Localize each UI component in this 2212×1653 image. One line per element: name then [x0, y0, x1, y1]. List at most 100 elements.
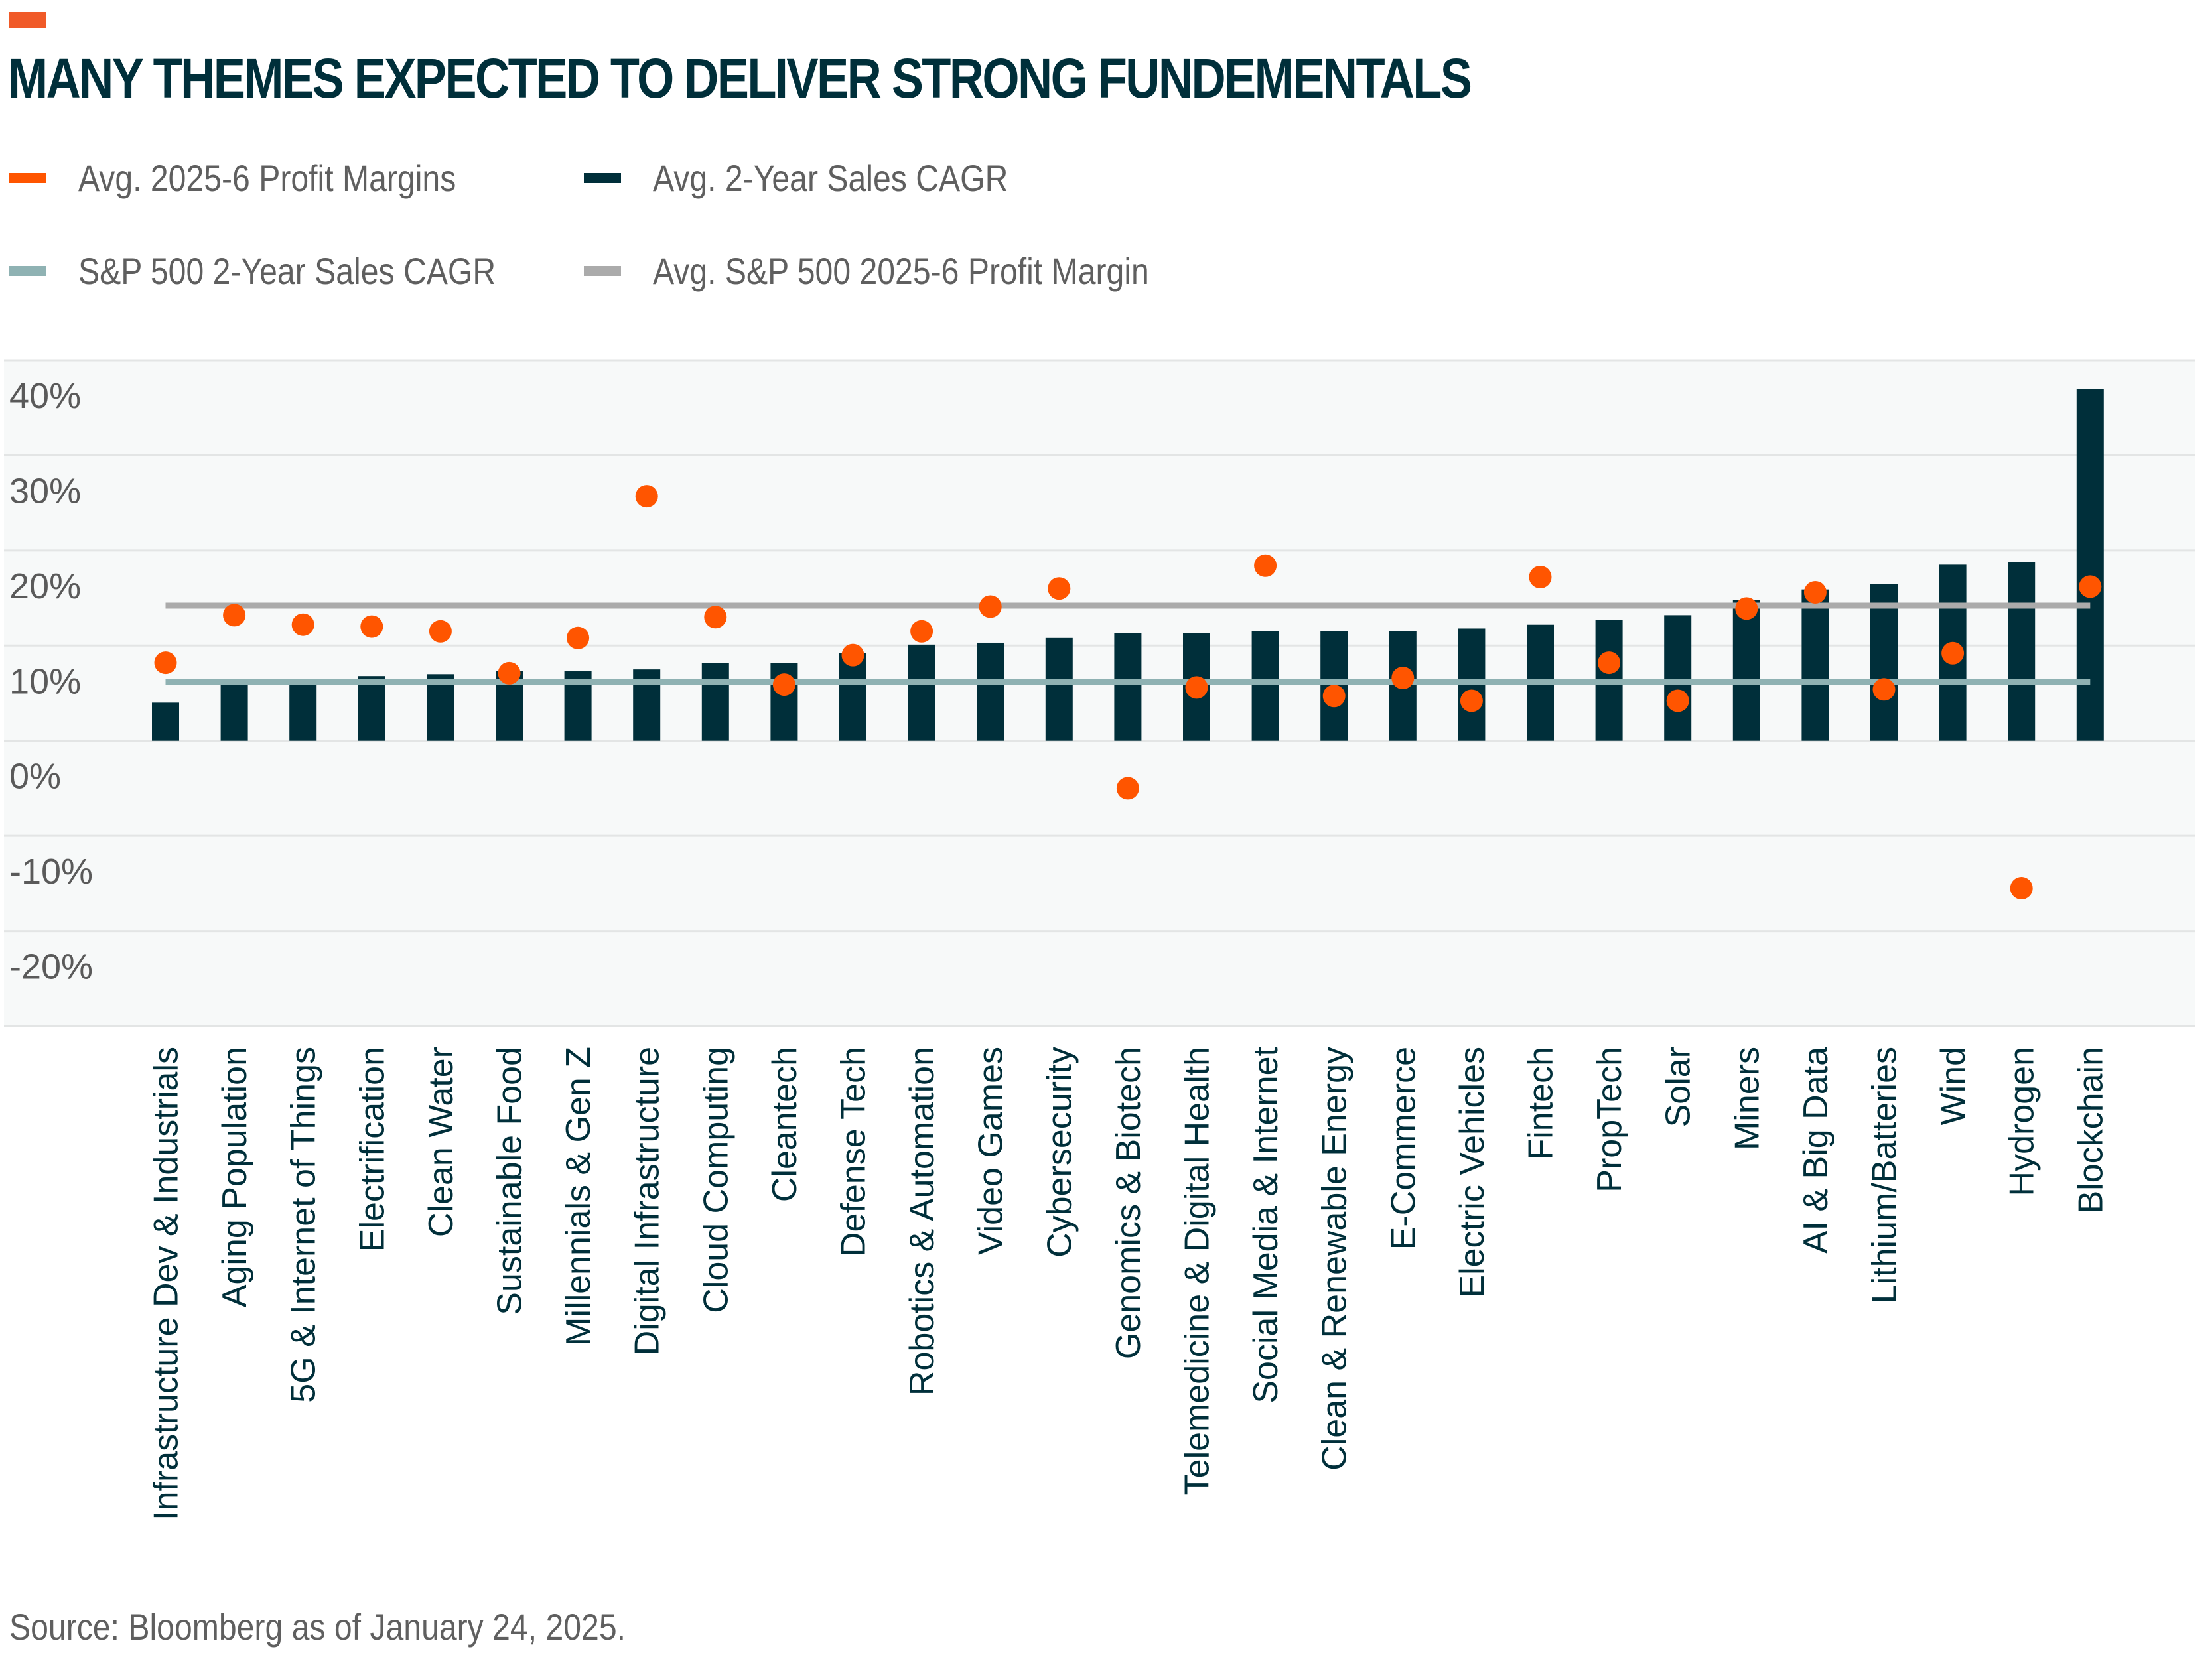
- sales-cagr-bar: [1045, 637, 1073, 741]
- sales-cagr-bar: [1870, 584, 1898, 741]
- sales-cagr-bar: [358, 676, 385, 741]
- profit-margin-dot: [2079, 575, 2102, 598]
- y-tick-label: -10%: [9, 852, 93, 892]
- profit-margin-dot: [1529, 566, 1552, 589]
- category-label: Robotics & Automation: [903, 1047, 941, 1396]
- legend-swatch-sp500-profit-margin: [584, 266, 621, 276]
- category-label: E-Commerce: [1384, 1047, 1422, 1250]
- category-label: Fintech: [1522, 1047, 1560, 1160]
- category-label: Cleantech: [766, 1047, 804, 1202]
- sales-cagr-bar: [2008, 562, 2036, 741]
- profit-margin-dot: [2010, 877, 2033, 900]
- profit-margin-dot: [1460, 689, 1483, 712]
- profit-margin-dot: [704, 606, 727, 629]
- profit-margin-dot: [223, 604, 246, 627]
- legend-swatch-sp500-sales-cagr: [9, 266, 46, 276]
- legend-swatch-sales-cagr: [584, 173, 621, 183]
- profit-margin-dot: [1666, 689, 1689, 712]
- profit-margin-dot: [498, 661, 521, 685]
- category-label: Miners: [1728, 1047, 1766, 1150]
- sales-cagr-bar: [1251, 631, 1279, 741]
- chart-title: MANY THEMES EXPECTED TO DELIVER STRONG F…: [8, 47, 1472, 109]
- plot-background: [4, 360, 2195, 1026]
- profit-margin-dot: [1185, 676, 1208, 699]
- y-tick-label: -20%: [9, 947, 93, 987]
- sales-cagr-bar: [1732, 600, 1760, 741]
- category-label: Video Games: [972, 1047, 1010, 1255]
- sales-cagr-bar: [1801, 589, 1829, 741]
- category-label: Digital Infrastructure: [628, 1047, 667, 1355]
- sales-cagr-bar: [839, 653, 866, 741]
- category-label: Infrastructure Dev & Industrials: [147, 1047, 186, 1520]
- sales-cagr-bar: [977, 642, 1004, 741]
- category-label: AI & Big Data: [1797, 1047, 1835, 1254]
- profit-margin-dot: [910, 620, 933, 643]
- profit-margin-dot: [1116, 777, 1139, 800]
- profit-margin-dot: [360, 615, 383, 638]
- profit-margin-dot: [1254, 554, 1277, 577]
- category-label: Electrification: [353, 1047, 391, 1252]
- profit-margin-dot: [635, 485, 658, 508]
- category-label: Wind: [1934, 1047, 1972, 1125]
- legend-item-sales-cagr: Avg. 2-Year Sales CAGR: [584, 157, 1066, 200]
- category-label: Cybersecurity: [1040, 1047, 1079, 1258]
- profit-margin-dot: [1803, 580, 1827, 604]
- profit-margin-dot: [291, 613, 314, 636]
- profit-margin-dot: [1048, 577, 1071, 600]
- legend-swatch-profit-margins: [9, 173, 46, 183]
- legend-item-sp500-sales-cagr: S&P 500 2-Year Sales CAGR: [9, 249, 564, 293]
- category-label: Blockchain: [2071, 1047, 2110, 1213]
- category-label: PropTech: [1590, 1047, 1629, 1193]
- profit-margin-dot: [429, 620, 452, 643]
- sales-cagr-bar: [701, 663, 729, 741]
- legend-label: S&P 500 2-Year Sales CAGR: [78, 250, 496, 292]
- legend-label: Avg. 2-Year Sales CAGR: [653, 157, 1008, 199]
- profit-margin-dot: [154, 651, 177, 675]
- category-label: 5G & Internet of Things: [285, 1047, 323, 1403]
- category-label: Clean Water: [422, 1047, 460, 1237]
- y-tick-label: 40%: [9, 376, 81, 416]
- sales-cagr-bar: [152, 702, 179, 741]
- source-note: Source: Bloomberg as of January 24, 2025…: [9, 1606, 626, 1648]
- category-label: Aging Population: [216, 1047, 254, 1307]
- category-label: Telemedicine & Digital Health: [1178, 1047, 1217, 1495]
- sales-cagr-bar: [908, 644, 935, 741]
- profit-margin-dot: [772, 673, 795, 696]
- profit-margin-dot: [841, 643, 864, 667]
- profit-margin-dot: [1598, 651, 1621, 675]
- category-label: Electric Vehicles: [1453, 1047, 1491, 1298]
- sales-cagr-bar: [1664, 615, 1692, 741]
- profit-margin-dot: [1735, 597, 1758, 620]
- legend-item-profit-margins: Avg. 2025-6 Profit Margins: [9, 157, 518, 200]
- y-tick-label: 10%: [9, 661, 81, 701]
- category-label: Lithium/Batteries: [1866, 1047, 1904, 1303]
- y-tick-label: 0%: [9, 757, 61, 797]
- sales-cagr-bar: [427, 674, 454, 741]
- legend-label: Avg. 2025-6 Profit Margins: [78, 157, 456, 199]
- category-label: Genomics & Biotech: [1109, 1047, 1148, 1359]
- brand-accent-mark: [9, 12, 46, 28]
- sales-cagr-bar: [1114, 633, 1142, 741]
- legend-label: Avg. S&P 500 2025-6 Profit Margin: [653, 250, 1149, 292]
- y-tick-label: 20%: [9, 566, 81, 606]
- category-label: Hydrogen: [2003, 1047, 2041, 1196]
- profit-margin-dot: [1391, 667, 1415, 690]
- category-label: Cloud Computing: [697, 1047, 735, 1313]
- category-label: Clean & Renewable Energy: [1316, 1047, 1354, 1471]
- sales-cagr-bar: [2076, 389, 2104, 741]
- category-label: Millennials & Gen Z: [559, 1047, 598, 1346]
- category-label: Sustainable Food: [491, 1047, 529, 1315]
- category-label: Defense Tech: [835, 1047, 873, 1257]
- profit-margin-dot: [1872, 678, 1896, 701]
- category-label: Social Media & Internet: [1247, 1046, 1285, 1403]
- profit-margin-dot: [1322, 685, 1346, 708]
- profit-margin-dot: [567, 626, 590, 649]
- profit-margin-dot: [1941, 641, 1965, 665]
- sales-cagr-bar: [289, 683, 317, 741]
- y-tick-label: 30%: [9, 471, 81, 511]
- sales-cagr-bar: [220, 683, 248, 741]
- category-label: Solar: [1659, 1047, 1698, 1127]
- legend-item-sp500-profit-margin: Avg. S&P 500 2025-6 Profit Margin: [584, 249, 1230, 293]
- profit-margin-dot: [979, 595, 1002, 618]
